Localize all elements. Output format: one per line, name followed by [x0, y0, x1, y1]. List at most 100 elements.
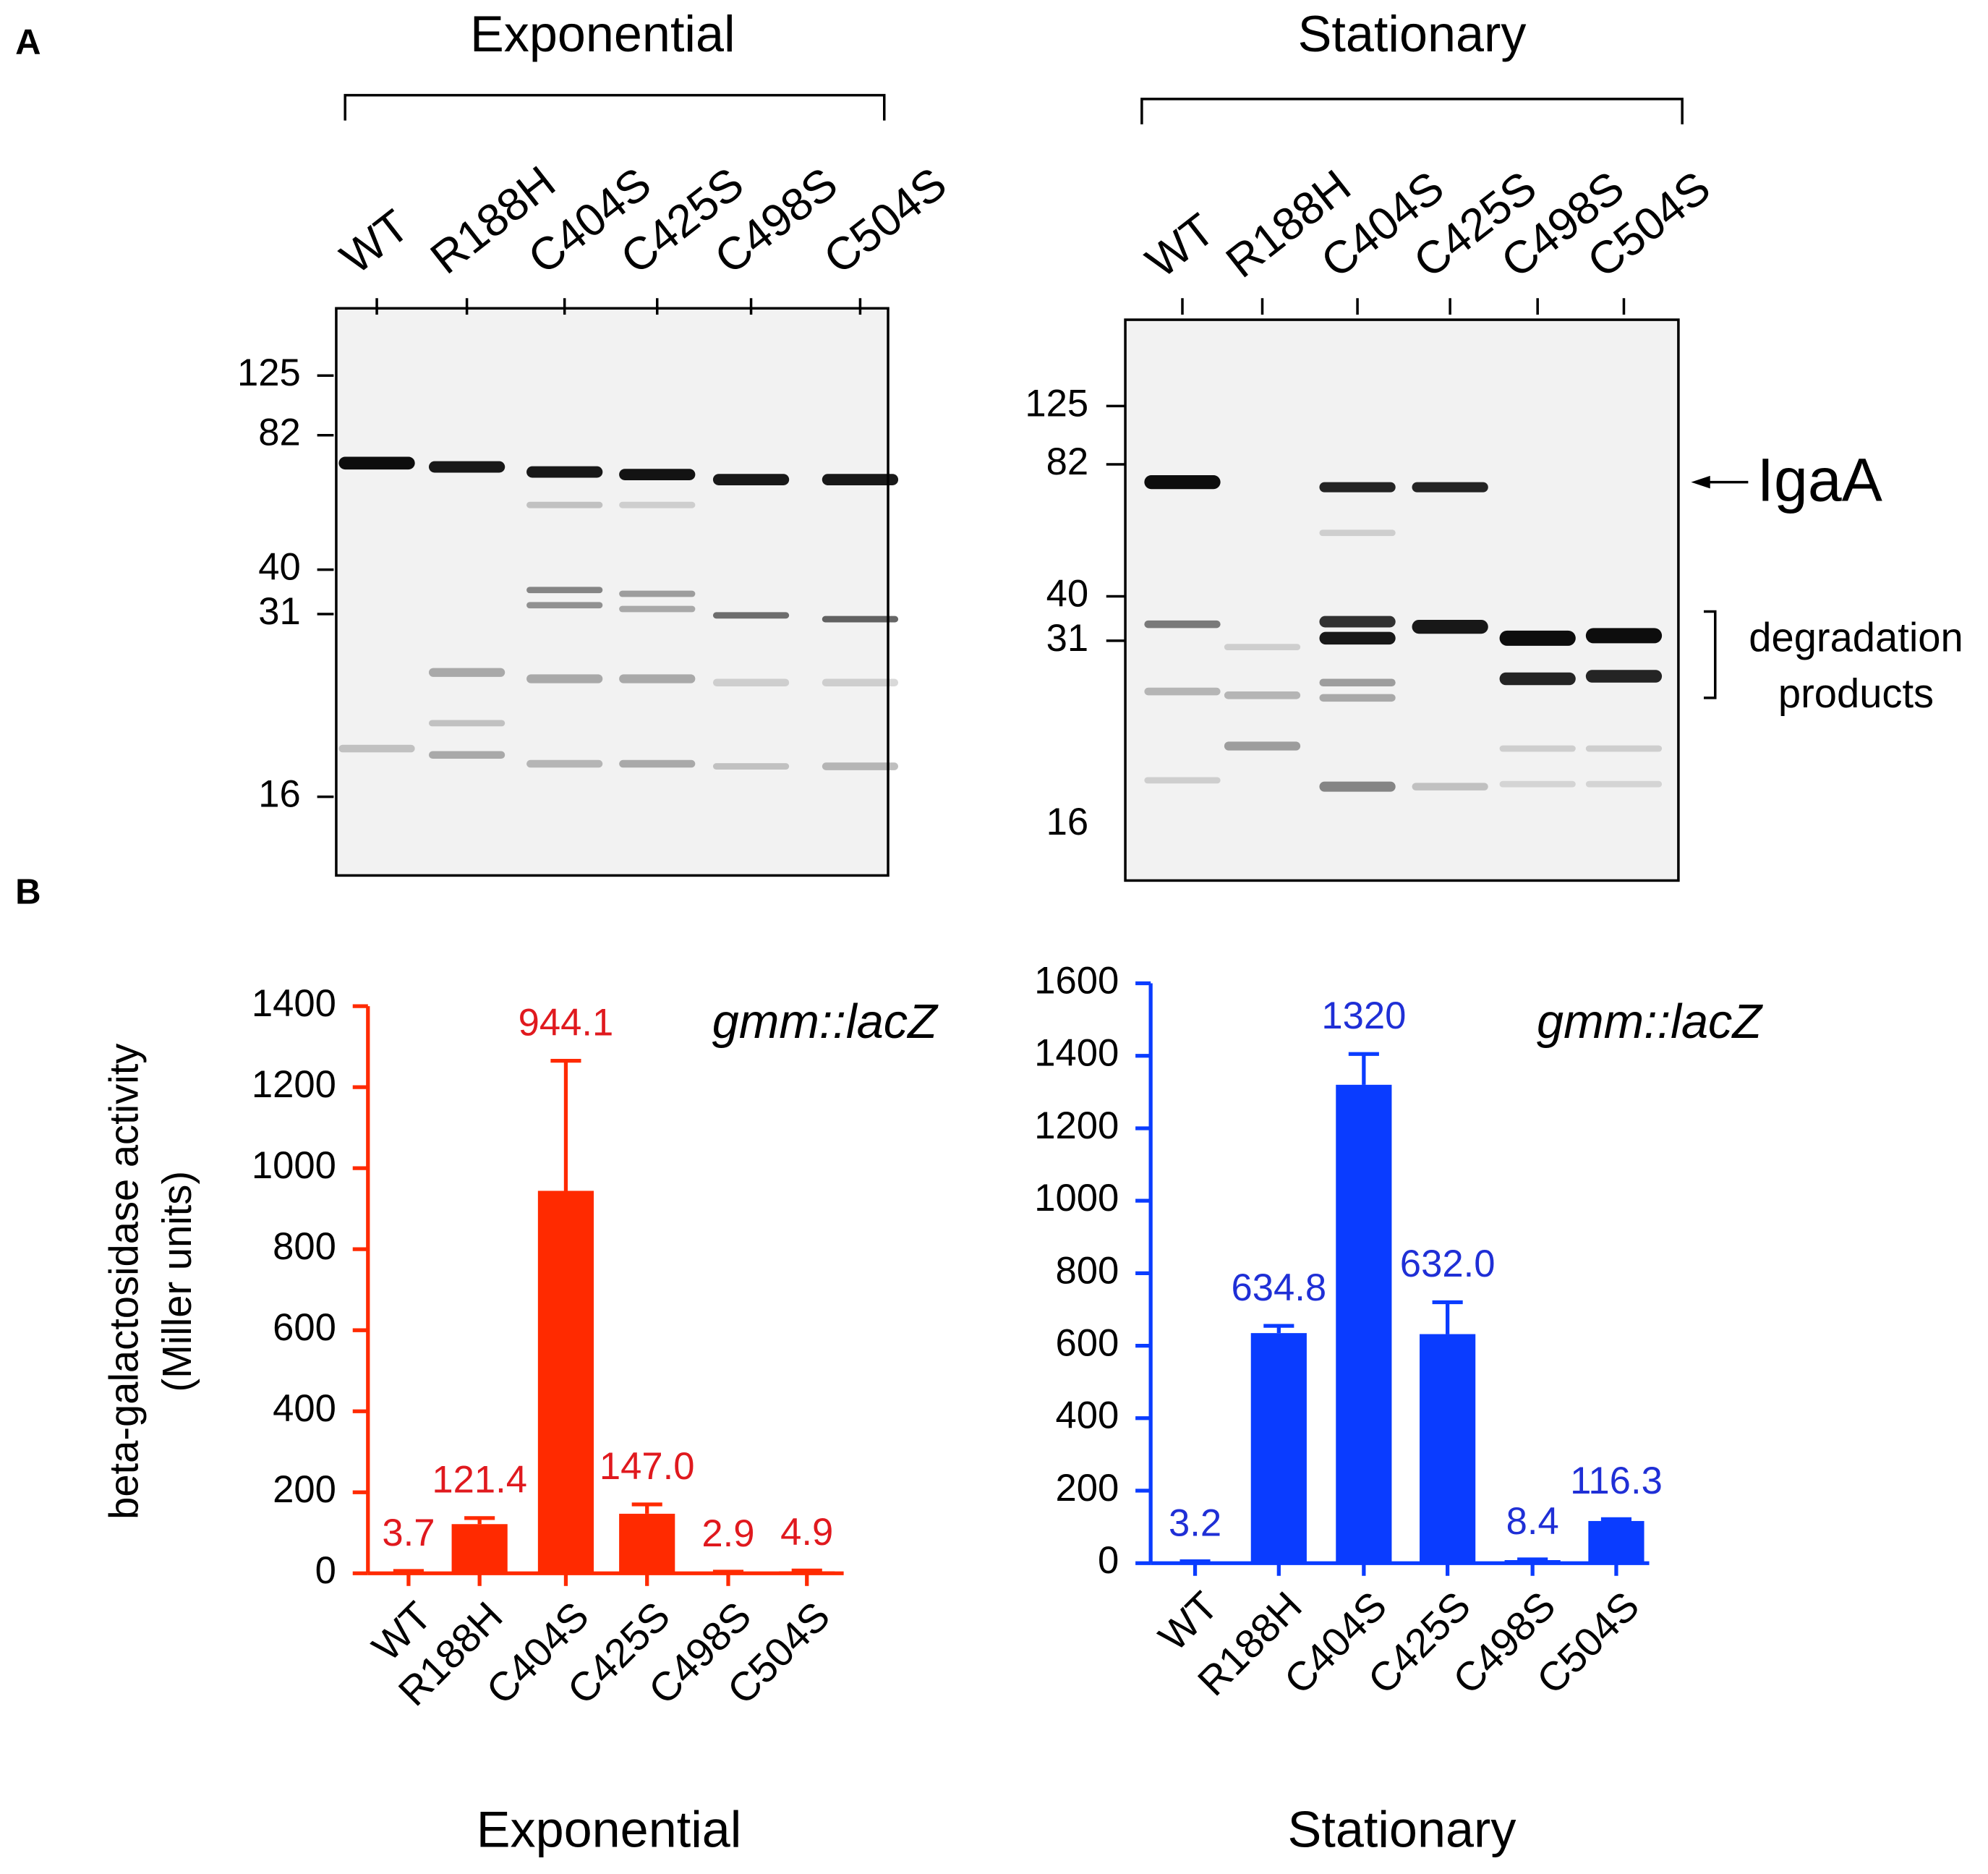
y-tick-label: 600 [273, 1306, 336, 1349]
y-tick-label: 1600 [1034, 959, 1119, 1002]
error-bar [393, 1569, 424, 1573]
y-tick-label: 200 [273, 1468, 336, 1511]
value-label: 944.1 [519, 1001, 614, 1044]
error-bar [464, 1516, 495, 1525]
gel-band [1499, 780, 1576, 788]
y-axis-label: (Miller units) [154, 1171, 200, 1392]
gel-band [1144, 687, 1221, 696]
gel-band [526, 466, 603, 478]
bracket [1140, 98, 1684, 124]
y-tick-label: 1400 [1034, 1032, 1119, 1075]
gel-band [1499, 672, 1576, 686]
gel-band [1224, 691, 1301, 699]
gel-band [526, 759, 603, 768]
gel-band [1412, 783, 1488, 791]
arrow-head [1691, 475, 1710, 489]
error-bar [631, 1502, 662, 1514]
marker-label: 82 [1046, 440, 1089, 483]
gel-band [1412, 482, 1488, 493]
lane-label: WT [331, 200, 418, 284]
y-tick-label: 0 [1098, 1539, 1119, 1582]
bar [1420, 1334, 1476, 1564]
gel-band [1144, 777, 1221, 784]
panel-label: A [15, 22, 40, 61]
y-tick-label: 1200 [252, 1063, 336, 1106]
y-tick-label: 200 [1056, 1467, 1119, 1509]
marker-label: 31 [258, 590, 301, 633]
gel-band [1585, 670, 1663, 683]
bar [451, 1524, 508, 1574]
gel-band [526, 602, 603, 609]
y-tick-label: 0 [315, 1549, 336, 1592]
bar [1250, 1333, 1307, 1564]
gel-band [619, 605, 696, 613]
gel-title: Exponential [470, 5, 735, 62]
bar [380, 1572, 437, 1575]
gel-band [1585, 780, 1663, 788]
gel-band [1224, 741, 1301, 751]
gel-band [822, 678, 899, 687]
bracket-label: degradation [1749, 615, 1963, 660]
error-bar [791, 1568, 822, 1573]
bracket [1703, 610, 1717, 699]
gel-band [1319, 631, 1396, 645]
gel-band [619, 674, 696, 683]
gel-band [619, 590, 696, 597]
gel-band [526, 674, 603, 683]
marker-label: 16 [1046, 801, 1089, 843]
value-label: 121.4 [432, 1459, 527, 1502]
error-bar [550, 1059, 581, 1191]
bar [779, 1571, 835, 1575]
gel-band [619, 501, 696, 508]
y-tick-label: 400 [1056, 1394, 1119, 1437]
value-label: 632.0 [1400, 1243, 1496, 1285]
gel-band [712, 474, 790, 485]
gel-band [1319, 781, 1396, 792]
gel-band [338, 456, 415, 470]
gel-band [526, 501, 603, 508]
y-tick-label: 1000 [252, 1144, 336, 1187]
y-tick-label: 800 [1056, 1249, 1119, 1292]
gel-band [1144, 474, 1221, 490]
bracket [344, 93, 886, 121]
marker-label: 125 [237, 352, 301, 394]
bar [619, 1513, 675, 1574]
arrow-label: IgaA [1757, 446, 1882, 514]
gel-band [1412, 619, 1488, 634]
gel-band [526, 587, 603, 594]
error-bar [1348, 1052, 1379, 1085]
value-label: 1320 [1321, 995, 1406, 1037]
gel-band [712, 763, 790, 770]
gel-band [1319, 482, 1396, 493]
gel-band [822, 616, 899, 623]
y-axis-label: beta-galactosidase activity [101, 1044, 146, 1520]
gel-band [1499, 745, 1576, 752]
gel-band [338, 744, 415, 753]
gel-band [822, 762, 899, 770]
marker-label: 125 [1025, 382, 1088, 425]
y-tick-label: 1200 [1034, 1104, 1119, 1147]
bar [1504, 1560, 1561, 1564]
value-label: 116.3 [1570, 1460, 1663, 1502]
gel-band [428, 720, 505, 727]
gel-band [712, 678, 790, 687]
gel-band [1224, 644, 1301, 651]
chart-title: Stationary [1288, 1800, 1516, 1857]
bar [1166, 1562, 1224, 1565]
error-bar [1432, 1300, 1463, 1334]
value-label: 4.9 [780, 1511, 833, 1554]
gel-band [619, 759, 696, 768]
gel-title: Stationary [1298, 5, 1527, 62]
panel-label: B [15, 873, 40, 912]
marker-label: 40 [258, 546, 301, 589]
gel-band [1499, 630, 1576, 646]
lane-label: WT [1137, 204, 1224, 288]
y-tick-label: 800 [273, 1225, 336, 1268]
gel-band [712, 612, 790, 619]
gel-band [1319, 678, 1396, 687]
bar [1336, 1084, 1392, 1564]
bar [537, 1191, 594, 1574]
gel-band [428, 668, 505, 677]
